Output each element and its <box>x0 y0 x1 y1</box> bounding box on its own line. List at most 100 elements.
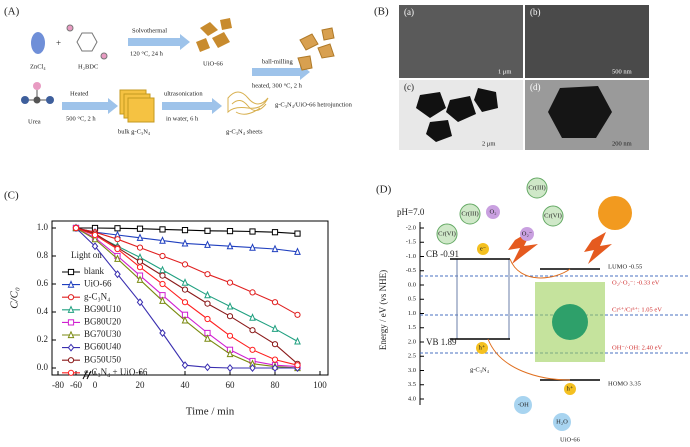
marker <box>136 244 144 251</box>
energy-tick-label: -0.5 <box>406 267 416 274</box>
species-label: Cr(VI) <box>438 230 456 237</box>
marker <box>181 261 189 268</box>
level-label: VB 1.89 <box>426 337 457 347</box>
y-tick-label: 0.0 <box>37 362 49 372</box>
legend-marker <box>67 343 75 352</box>
y-tick-label: 0.8 <box>37 250 49 260</box>
species <box>542 205 564 227</box>
marker <box>204 363 211 372</box>
legend-label: BG80U20 <box>84 316 122 326</box>
legend-label: BG70U30 <box>84 329 122 339</box>
carrier-label: h⁺ <box>567 385 574 392</box>
scale-bar: 500 nm <box>612 68 632 75</box>
carrier-label: h⁺ <box>479 344 486 351</box>
species-label: ·OH <box>517 401 529 408</box>
legend-marker <box>67 294 75 301</box>
marker <box>226 313 234 320</box>
label: bulk g-C₃N₄ <box>118 128 151 135</box>
species-label: Cr(VI) <box>544 212 562 219</box>
scale-bar: 1 μm <box>498 68 511 75</box>
potential-label: Cr⁶⁺/Cr³⁺: 1.05 eV <box>612 306 662 313</box>
uio-cluster <box>552 304 588 340</box>
species <box>459 203 481 225</box>
energy-tick-label: -1.0 <box>406 253 416 260</box>
hole <box>476 342 488 354</box>
marker <box>159 236 166 244</box>
marker <box>204 334 211 342</box>
marker <box>294 362 301 369</box>
species-label: Cr(III) <box>528 184 545 191</box>
marker <box>136 258 144 265</box>
legend-marker <box>67 330 75 339</box>
sun <box>598 196 632 230</box>
plus: + <box>56 38 61 48</box>
energy-tick-label: 0.5 <box>408 296 416 303</box>
x-tick-label: 100 <box>313 380 327 390</box>
label: UiO-66 <box>560 436 581 443</box>
marker <box>271 244 279 253</box>
marker <box>136 275 144 283</box>
marker <box>249 364 256 372</box>
scale-bar: 2 μm <box>482 140 495 147</box>
energy-tick-label: 3.0 <box>408 367 416 374</box>
hole-path <box>487 338 571 381</box>
legend-marker <box>67 357 75 364</box>
electron <box>477 243 489 255</box>
energy-tick-label: -2.0 <box>406 224 416 231</box>
label: 120 °C, 24 h <box>130 50 164 57</box>
level-label: LUMO -0.55 <box>608 263 642 270</box>
species <box>514 396 532 414</box>
gcn-structure <box>456 258 510 340</box>
marker <box>271 341 279 348</box>
marker <box>226 301 234 310</box>
marker <box>159 296 166 304</box>
sem-image <box>399 5 523 78</box>
hole <box>564 383 576 395</box>
carrier-label: e⁻ <box>480 245 487 252</box>
x-tick-label: -80 <box>52 380 64 390</box>
scale-bar: 200 nm <box>612 140 632 147</box>
species <box>436 223 458 245</box>
marker <box>294 311 301 318</box>
x-tick-label: 80 <box>271 380 281 390</box>
y-tick-label: 0.2 <box>37 334 48 344</box>
panel-label: (B) <box>374 6 389 18</box>
legend-marker <box>67 369 75 376</box>
arrow <box>252 64 310 80</box>
marker <box>226 279 234 286</box>
marker <box>159 329 166 337</box>
panel-a: (A) ZnCl₄ + H₂BDC Solvothermal 120 °C, 2… <box>4 6 353 136</box>
x-tick-label: -60 <box>70 380 82 390</box>
label: UiO-66 <box>203 60 224 67</box>
marker <box>204 315 211 323</box>
marker <box>249 346 256 353</box>
legend-label: UiO-66 <box>84 279 112 289</box>
panel-label: (A) <box>4 6 20 18</box>
arrow <box>128 34 190 50</box>
marker <box>114 270 121 279</box>
x-axis-label: Time / min <box>186 406 235 418</box>
species-label: Cr(III) <box>461 210 478 217</box>
marker <box>181 238 189 247</box>
species <box>486 205 500 219</box>
uio-icon <box>196 18 232 52</box>
electron-path <box>509 258 571 279</box>
marker <box>271 364 279 372</box>
marker <box>181 286 189 293</box>
legend-label: g-C₃N₄ + UiO-66 <box>84 367 148 377</box>
marker <box>159 226 166 233</box>
marker <box>271 229 279 236</box>
potential-label: O₂/·O₂⁻: -0.33 eV <box>612 279 660 286</box>
sheets-icon <box>227 91 269 115</box>
marker <box>249 243 256 251</box>
energy-tick-label: 4.0 <box>408 395 416 402</box>
marker <box>249 313 256 321</box>
label: g-C₃N₄ sheets <box>226 128 263 135</box>
label: ultrasonication <box>164 90 203 97</box>
axis-break <box>82 370 92 380</box>
marker <box>249 327 256 334</box>
label: g-C₃N₄/UiO-66 hetrojunction <box>275 101 353 108</box>
y-tick-label: 0.4 <box>37 306 49 316</box>
marker <box>136 298 144 307</box>
